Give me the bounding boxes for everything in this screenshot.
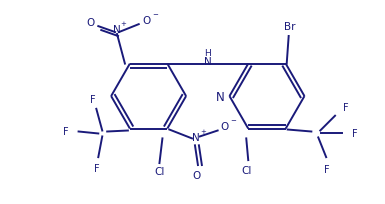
Text: N: N	[113, 25, 121, 35]
Text: O: O	[221, 121, 229, 131]
Text: Cl: Cl	[241, 165, 251, 175]
Text: F: F	[352, 129, 358, 139]
Text: O: O	[193, 170, 201, 180]
Text: F: F	[63, 127, 69, 137]
Text: N: N	[192, 133, 200, 143]
Text: +: +	[120, 21, 126, 27]
Text: −: −	[231, 117, 236, 123]
Text: F: F	[94, 163, 100, 173]
Text: O: O	[86, 18, 95, 28]
Text: N: N	[216, 90, 224, 103]
Text: Br: Br	[284, 22, 295, 32]
Text: F: F	[90, 94, 95, 104]
Text: O: O	[142, 16, 151, 26]
Text: −: −	[152, 12, 159, 18]
Text: +: +	[200, 128, 206, 134]
Text: F: F	[324, 164, 330, 174]
Text: F: F	[343, 102, 349, 112]
Text: Cl: Cl	[154, 166, 165, 176]
Text: N: N	[204, 56, 212, 66]
Text: H: H	[204, 49, 211, 58]
